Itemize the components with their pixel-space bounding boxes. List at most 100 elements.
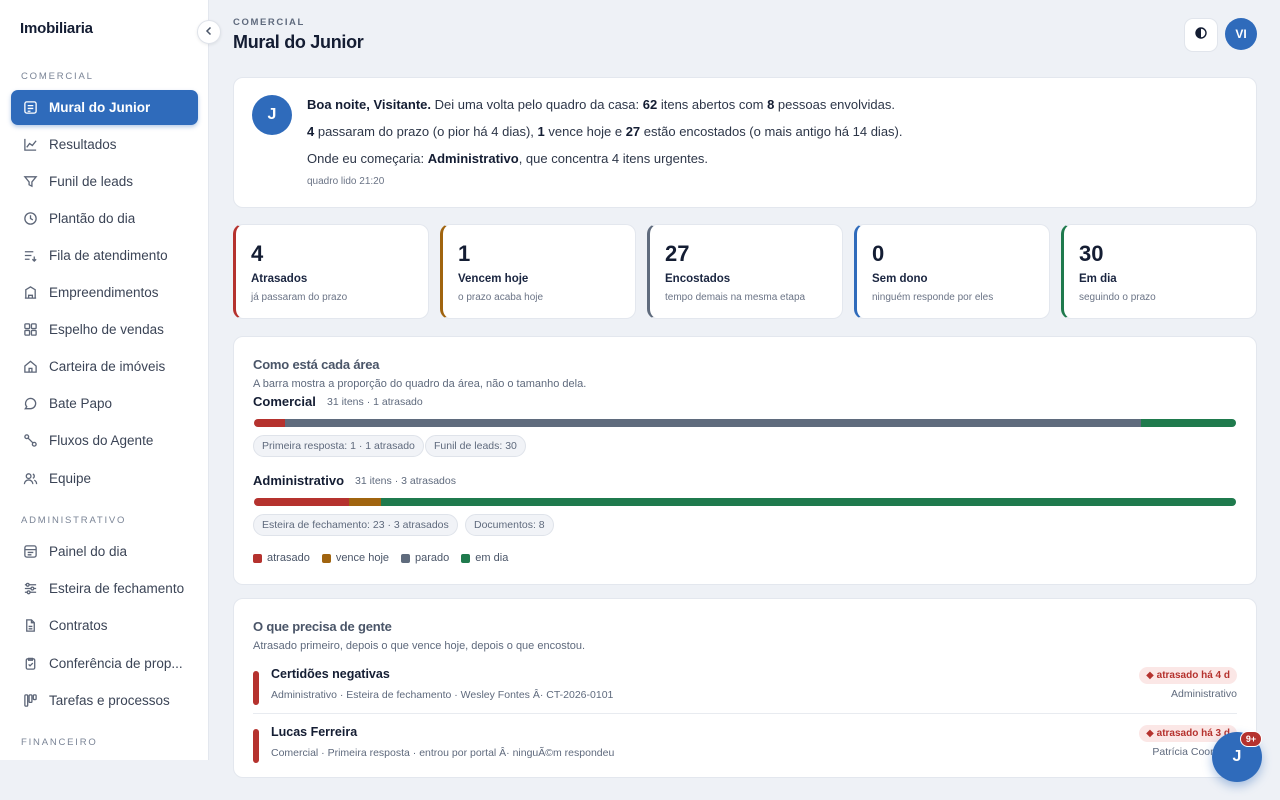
priority-accent: [253, 671, 259, 705]
area-chip[interactable]: Esteira de fechamento: 23 · 3 atrasados: [253, 514, 458, 536]
bar-segment-atrasado: [254, 498, 350, 506]
sidebar-item-carteira[interactable]: Carteira de imóveis: [11, 349, 198, 384]
stat-value: 27: [665, 241, 690, 266]
bar-segment-parado: [285, 419, 1141, 427]
kanban-icon: [22, 693, 38, 709]
sidebar-item-conferencia[interactable]: Conferência de prop...: [11, 646, 198, 681]
list-item[interactable]: Lucas Ferreira Comercial · Primeira resp…: [253, 725, 1237, 775]
stat-value: 4: [251, 241, 264, 266]
greeting-line-1: Boa noite, Visitante. Dei uma volta pelo…: [307, 97, 895, 112]
sidebar-item-fila[interactable]: Fila de atendimento: [11, 238, 198, 273]
stat-value: 0: [872, 241, 885, 266]
stat-subtitle: seguindo o prazo: [1079, 292, 1156, 303]
page-title: Mural do Junior: [233, 32, 364, 52]
sidebar-item-resultados[interactable]: Resultados: [11, 127, 198, 162]
chevron-left-icon: [204, 23, 214, 41]
building-icon: [22, 285, 38, 301]
greeting-card: J Boa noite, Visitante. Dei uma volta pe…: [233, 77, 1257, 208]
theme-toggle-button[interactable]: [1184, 18, 1218, 52]
area-chip[interactable]: Primeira resposta: 1 · 1 atrasado: [253, 435, 424, 457]
sidebar-item-fluxos[interactable]: Fluxos do Agente: [11, 423, 198, 458]
panel-icon: [22, 544, 38, 560]
area-meta-administrativo: 31 itens · 3 atrasados: [355, 475, 456, 487]
sidebar-item-label: Espelho de vendas: [49, 322, 164, 337]
sidebar-item-label: Funil de leads: [49, 174, 134, 189]
status-badge: ◆ atrasado há 4 d: [1139, 667, 1237, 684]
sidebar-item-label: Equipe: [49, 471, 92, 486]
legend-swatch: [253, 553, 262, 563]
stat-card-sem-dono[interactable]: 0 Sem dono ninguém responde por eles: [854, 224, 1050, 319]
sidebar-item-equipe[interactable]: Equipe: [11, 461, 198, 496]
page-eyebrow: COMERCIAL: [233, 17, 305, 28]
bar-segment-em-dia: [380, 498, 1236, 506]
item-owner: Administrativo: [1171, 688, 1237, 700]
needs-subtitle: Atrasado primeiro, depois o que vence ho…: [253, 640, 586, 652]
area-bar-administrativo: [254, 498, 1236, 506]
legend-label: atrasado: [267, 552, 310, 564]
areas-title: Como está cada área: [253, 357, 380, 372]
sidebar-item-painel[interactable]: Painel do dia: [11, 534, 198, 569]
stat-value: 1: [458, 241, 471, 266]
list-item[interactable]: Certidões negativas Administrativo · Est…: [253, 667, 1237, 717]
item-title: Certidões negativas: [271, 667, 390, 681]
sidebar-item-label: Plantão do dia: [49, 211, 136, 226]
stat-card-vencem-hoje[interactable]: 1 Vencem hoje o prazo acaba hoje: [440, 224, 636, 319]
area-meta-comercial: 31 itens · 1 atrasado: [327, 396, 423, 408]
mural-icon: [22, 100, 38, 116]
sidebar-item-label: Esteira de fechamento: [49, 581, 185, 596]
item-subtitle: Administrativo · Esteira de fechamento ·…: [271, 689, 614, 701]
status-badge: ◆ atrasado há 3 d: [1139, 725, 1237, 742]
sidebar-item-label: Fluxos do Agente: [49, 433, 154, 448]
needs-card: O que precisa de gente Atrasado primeiro…: [233, 598, 1257, 778]
bar-segment-em-dia: [1140, 419, 1236, 427]
section-label-administrativo: ADMINISTRATIVO: [21, 515, 127, 526]
sidebar-item-mural[interactable]: Mural do Junior: [11, 90, 198, 125]
grid-icon: [22, 322, 38, 338]
sidebar-item-label: Contratos: [49, 618, 108, 633]
clock-icon: [22, 211, 38, 227]
user-avatar[interactable]: VI: [1225, 18, 1257, 50]
area-chip[interactable]: Funil de leads: 30: [425, 435, 526, 457]
area-chip[interactable]: Documentos: 8: [465, 514, 554, 536]
legend-item: parado: [401, 552, 449, 564]
sidebar-item-tarefas[interactable]: Tarefas e processos: [11, 683, 198, 718]
legend-item: vence hoje: [321, 552, 389, 564]
funnel-icon: [22, 174, 38, 190]
sidebar-item-empreendimentos[interactable]: Empreendimentos: [11, 275, 198, 310]
sidebar-item-plantao[interactable]: Plantão do dia: [11, 201, 198, 236]
item-title: Lucas Ferreira: [271, 725, 358, 739]
sidebar-item-label: Mural do Junior: [49, 100, 151, 115]
sliders-icon: [22, 581, 38, 597]
brand-name: Imobiliaria: [20, 20, 93, 37]
sidebar-item-espelho[interactable]: Espelho de vendas: [11, 312, 198, 347]
stat-subtitle: já passaram do prazo: [251, 292, 348, 303]
sidebar-item-funil[interactable]: Funil de leads: [11, 164, 198, 199]
stat-subtitle: o prazo acaba hoje: [458, 292, 544, 303]
divider: [253, 713, 1237, 714]
sidebar-item-contratos[interactable]: Contratos: [11, 608, 198, 643]
legend-item: atrasado: [253, 552, 310, 564]
chat-icon: [22, 396, 38, 412]
area-name-comercial: Comercial: [253, 394, 316, 409]
legend-label: em dia: [475, 552, 509, 564]
stat-card-atrasados[interactable]: 4 Atrasados já passaram do prazo: [233, 224, 429, 319]
areas-legend: atrasado vence hoje parado em dia: [253, 552, 508, 564]
section-label-financeiro: FINANCEIRO: [21, 737, 98, 748]
collapse-sidebar-button[interactable]: [197, 20, 221, 44]
sidebar-item-esteira[interactable]: Esteira de fechamento: [11, 571, 198, 606]
stat-title: Em dia: [1079, 273, 1117, 285]
stat-card-encostados[interactable]: 27 Encostados tempo demais na mesma etap…: [647, 224, 843, 319]
queue-icon: [22, 248, 38, 264]
chart-line-icon: [22, 137, 38, 153]
stat-subtitle: ninguém responde por eles: [872, 292, 994, 303]
sidebar-item-label: Resultados: [49, 137, 117, 152]
item-subtitle: Comercial · Primeira resposta · entrou p…: [271, 747, 615, 759]
stat-title: Encostados: [665, 273, 731, 285]
sidebar-item-label: Tarefas e processos: [49, 693, 170, 708]
stat-card-em-dia[interactable]: 30 Em dia seguindo o prazo: [1061, 224, 1257, 319]
greeting-line-3: Onde eu começaria: Administrativo, que c…: [307, 151, 709, 166]
needs-title: O que precisa de gente: [253, 619, 392, 634]
legend-item: em dia: [461, 552, 508, 564]
stat-value: 30: [1079, 241, 1104, 266]
sidebar-item-bate-papo[interactable]: Bate Papo: [11, 386, 198, 421]
